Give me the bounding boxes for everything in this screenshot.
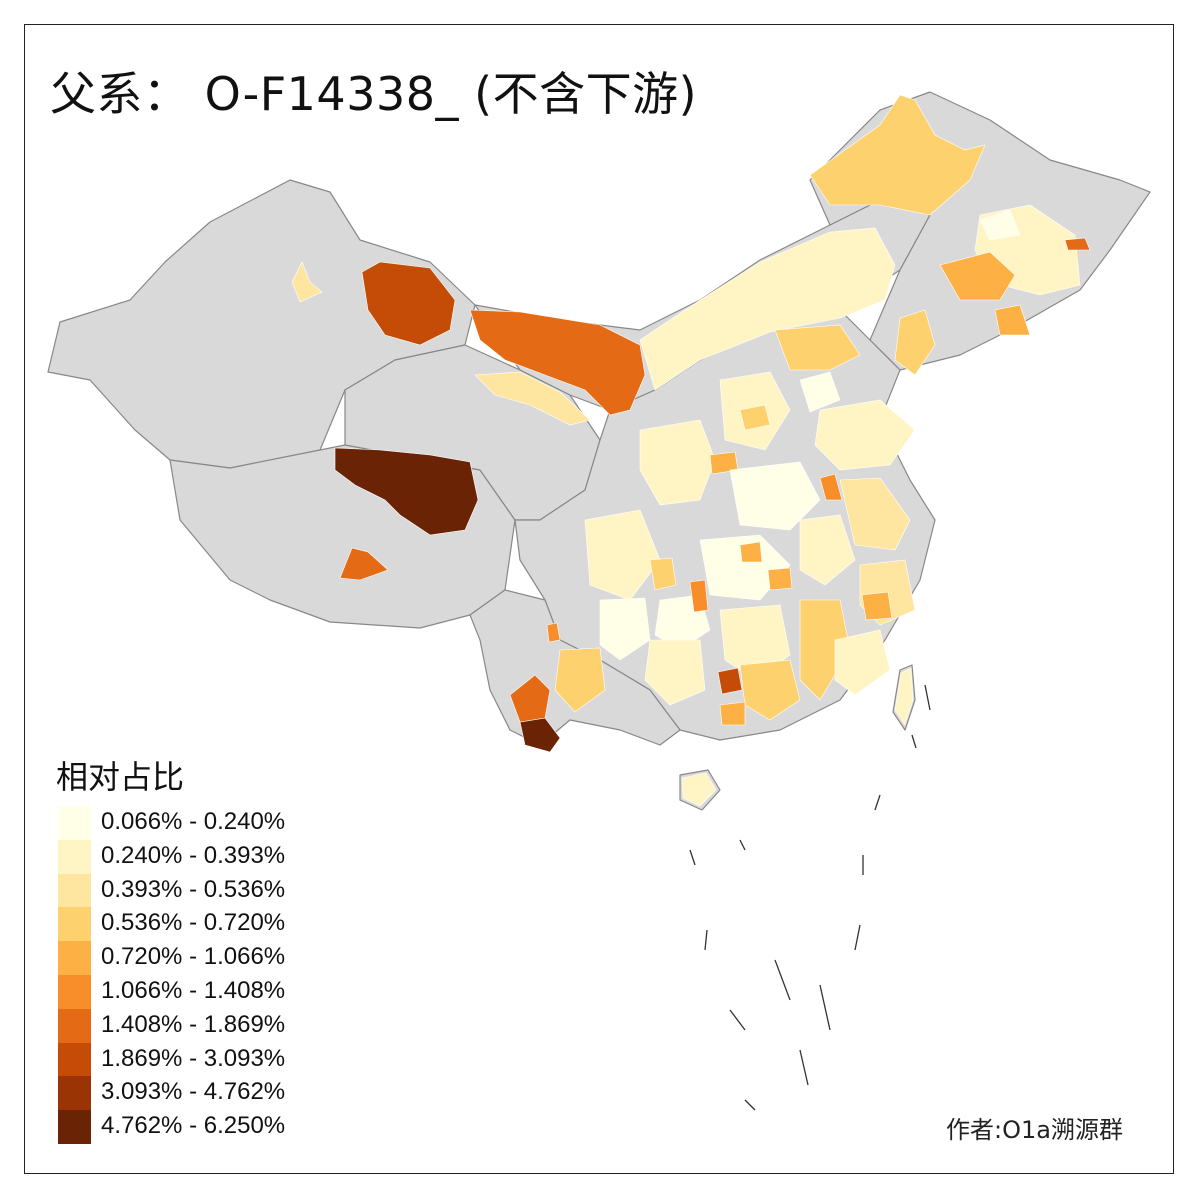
legend-swatch: [58, 873, 91, 908]
region-hexi-corridor: [469, 309, 646, 416]
island-mark-7: [774, 959, 791, 1001]
legend-title: 相对占比: [56, 758, 185, 796]
region-gansu-strip: [474, 371, 591, 426]
south-china-sea-islands: [689, 684, 931, 1111]
legend-swatch: [58, 1076, 91, 1111]
region-chongqing-spot: [689, 579, 709, 613]
legend-swatch: [58, 1042, 91, 1077]
legend-label: 0.393% - 0.536%: [101, 875, 286, 903]
region-shanxi-spot: [739, 404, 771, 431]
region-yunnan-mid: [554, 647, 606, 713]
region-anhui: [799, 514, 856, 586]
region-henan: [729, 461, 821, 531]
island-mark-1: [689, 849, 696, 866]
region-liaoning-a: [894, 309, 936, 376]
legend-swatch: [58, 839, 91, 874]
region-guangdong-west: [719, 701, 746, 726]
region-sichuan-spot: [649, 557, 677, 591]
island-mark-5: [704, 929, 708, 951]
island-mark-8: [819, 984, 831, 1031]
island-mark-9: [729, 1009, 746, 1031]
region-jilin-b: [939, 251, 1016, 301]
legend-label: 0.536% - 0.720%: [101, 909, 286, 937]
map-data-regions: [291, 94, 1091, 807]
island-mark-12: [924, 684, 931, 711]
legend-swatch: [58, 1008, 91, 1043]
legend-swatch: [58, 1110, 91, 1145]
page-title: 父系： O-F14338_ (不含下游): [50, 67, 698, 121]
region-hubei-spot: [739, 541, 763, 563]
legend-label: 1.066% - 1.408%: [101, 976, 286, 1004]
legend-swatch: [58, 907, 91, 942]
map-base-regions: [47, 91, 1151, 811]
region-guangxi: [644, 639, 706, 706]
legend-swatch: [58, 974, 91, 1009]
legend-swatch: [58, 806, 91, 840]
legend-label: 0.066% - 0.240%: [101, 808, 286, 835]
island-mark-10: [744, 1099, 756, 1111]
region-altay: [361, 261, 456, 346]
legend-label: 0.720% - 1.066%: [101, 943, 286, 971]
region-liaoning-b: [994, 304, 1031, 336]
region-yunnan-south: [509, 674, 551, 723]
island-mark-13: [911, 734, 917, 749]
region-shandong: [814, 399, 916, 471]
region-haixi: [334, 447, 479, 536]
legend-label: 1.408% - 1.869%: [101, 1010, 286, 1038]
island-mark-6: [854, 924, 861, 951]
region-hainan-fill: [681, 772, 717, 807]
author-credit: 作者:O1a溯源群: [946, 1116, 1123, 1144]
region-guangxi-spot: [717, 667, 743, 695]
legend-label: 3.093% - 4.762%: [101, 1078, 286, 1106]
island-mark-4: [874, 794, 881, 811]
region-jiangsu: [839, 477, 911, 551]
region-sichuan-east: [584, 509, 661, 601]
region-heilongjiang-pale: [979, 209, 1021, 241]
island-mark-11: [799, 1049, 809, 1086]
legend-label: 1.869% - 3.093%: [101, 1044, 286, 1072]
legend-label: 4.762% - 6.250%: [101, 1112, 286, 1140]
region-yili: [291, 261, 323, 303]
region-hebei-north: [774, 324, 861, 371]
region-shaanxi: [639, 419, 716, 506]
island-mark-2: [739, 839, 746, 851]
region-guizhou: [599, 597, 651, 661]
region-heilongjiang-spot: [1064, 237, 1091, 251]
region-hunan-spot: [767, 567, 793, 591]
legend-label: 0.240% - 0.393%: [101, 841, 286, 869]
region-fujian: [834, 629, 891, 696]
region-yunnan-spot: [546, 622, 561, 643]
region-zhejiang-spot: [861, 591, 893, 621]
region-guangdong: [739, 659, 801, 721]
region-hulunbuir: [809, 94, 986, 216]
region-beijing-area: [799, 371, 841, 413]
region-shigatse: [339, 547, 389, 581]
region-jiangsu-spot: [819, 473, 843, 501]
region-taiwan-fill: [894, 667, 914, 726]
region-inner-mongolia-central: [639, 227, 896, 391]
legend-swatch: [58, 941, 91, 976]
